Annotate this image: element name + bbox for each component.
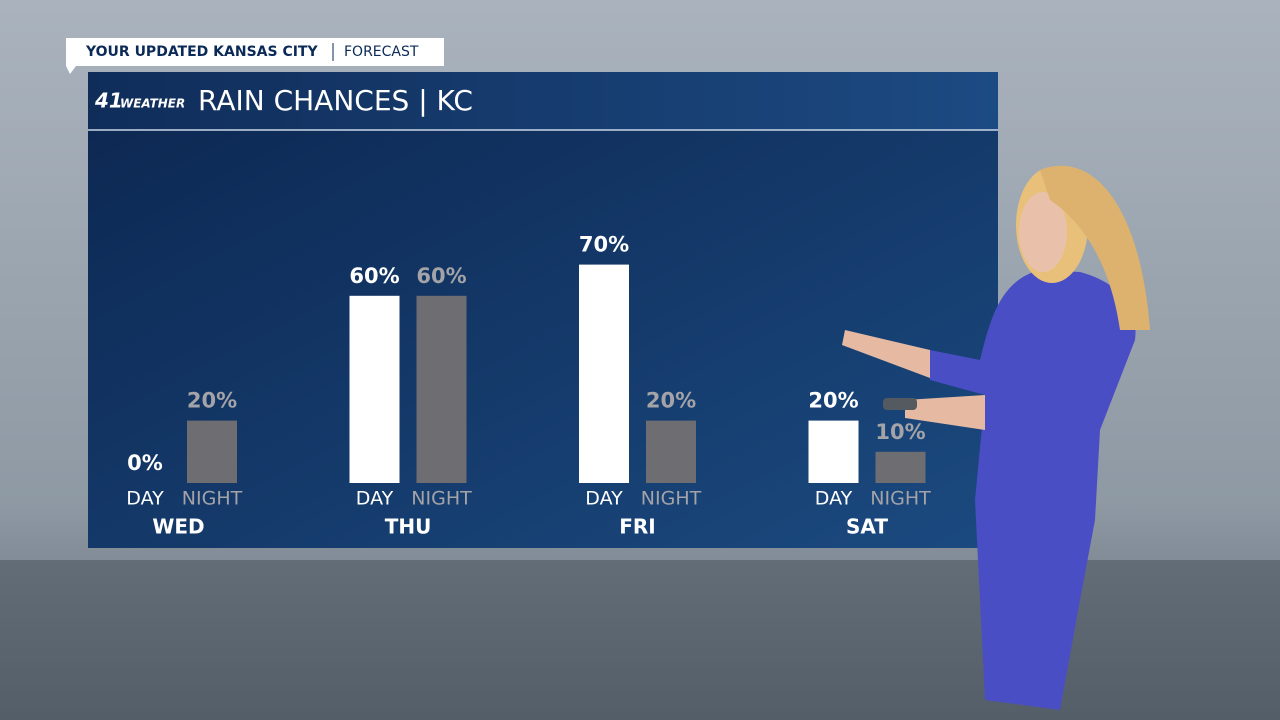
bar	[808, 420, 859, 483]
value-label: 20%	[646, 389, 696, 413]
value-label: 20%	[808, 389, 858, 413]
series-label: DAY	[815, 488, 853, 510]
value-label: 0%	[127, 451, 163, 475]
banner-right: FORECAST	[344, 44, 419, 60]
banner-tail	[66, 66, 76, 74]
series-label: DAY	[585, 488, 623, 510]
series-label: NIGHT	[870, 488, 931, 510]
value-label: 10%	[875, 420, 925, 444]
series-label: NIGHT	[411, 488, 472, 510]
series-label: NIGHT	[182, 488, 243, 510]
series-label: DAY	[356, 488, 394, 510]
series-label: DAY	[126, 488, 164, 510]
category-label: THU	[385, 515, 432, 539]
banner-left: YOUR UPDATED KANSAS CITY	[85, 44, 318, 60]
value-label: 60%	[349, 264, 399, 288]
chart-title: RAIN CHANCES | KC	[198, 84, 473, 117]
value-label: 70%	[579, 233, 629, 257]
wet-ground	[0, 560, 1280, 720]
bar	[646, 420, 696, 483]
presenter	[842, 165, 1150, 710]
logo-number: 41	[94, 89, 123, 113]
bar	[416, 295, 467, 483]
chart-header	[88, 72, 998, 130]
value-label: 60%	[416, 264, 466, 288]
category-label: FRI	[619, 515, 656, 539]
value-label: 20%	[187, 389, 237, 413]
bar	[187, 420, 237, 483]
series-label: NIGHT	[641, 488, 702, 510]
bar	[875, 451, 926, 483]
bar	[349, 295, 400, 483]
banner	[66, 38, 444, 66]
category-label: WED	[152, 515, 204, 539]
category-label: SAT	[846, 515, 888, 539]
bar	[579, 264, 629, 483]
bars: 0% DAY 20% NIGHT WED 60% DAY 60% NIGHT THU 70% DAY 2…	[126, 233, 931, 539]
logo-text: WEATHER	[120, 97, 185, 111]
